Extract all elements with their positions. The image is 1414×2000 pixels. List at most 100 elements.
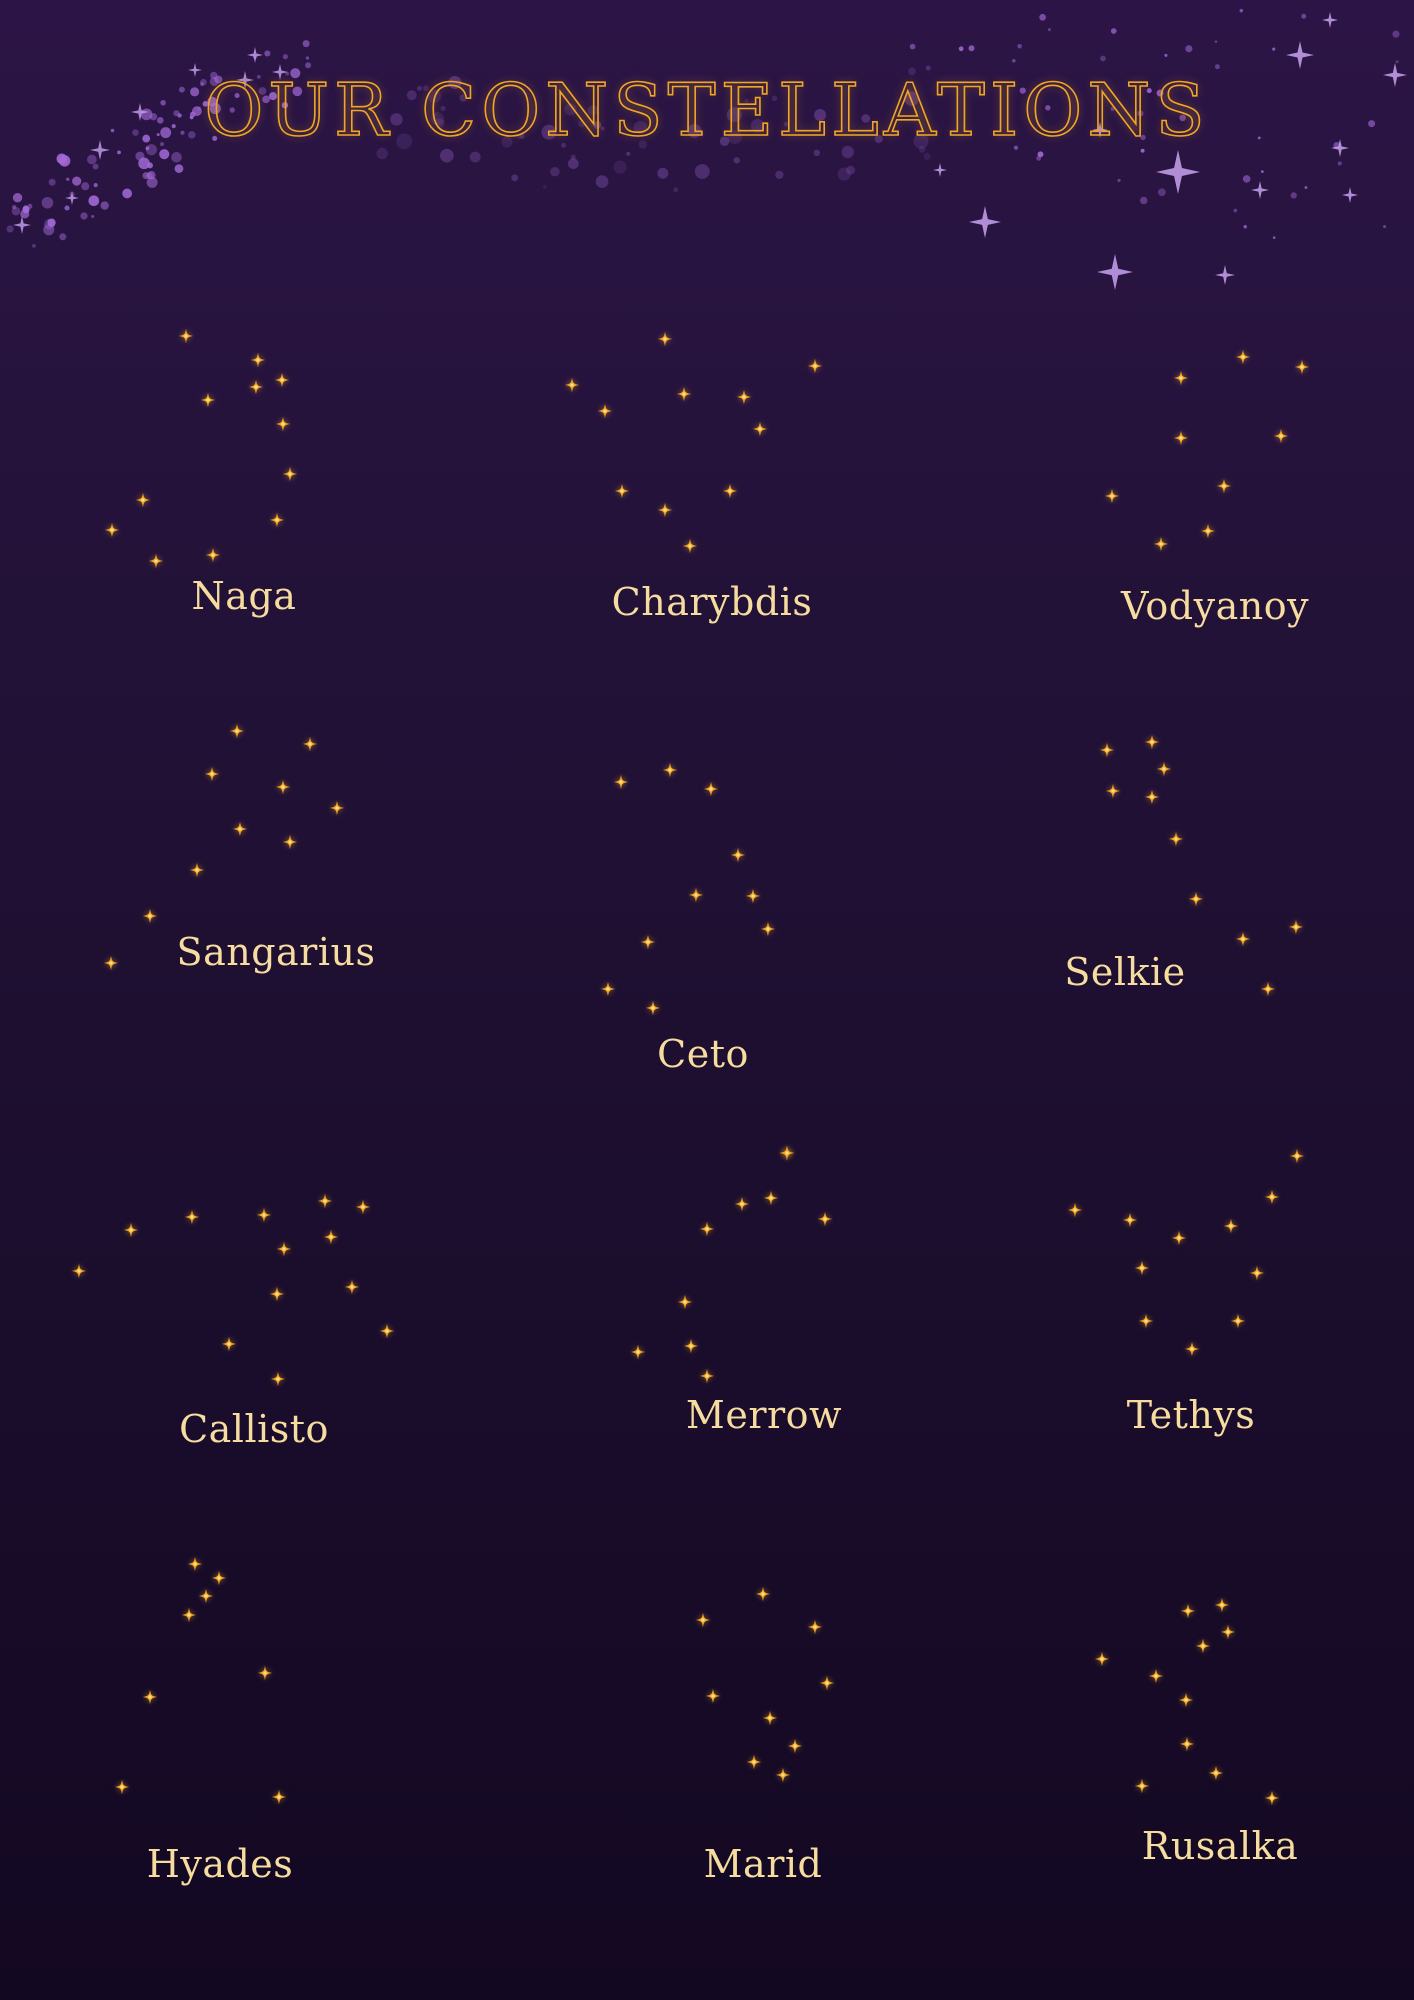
- constellation-star: [1289, 1148, 1305, 1164]
- constellation-star: [817, 1211, 833, 1227]
- decor-dot: [282, 54, 288, 60]
- constellation-star: [1099, 742, 1115, 758]
- decor-dot: [41, 196, 54, 209]
- constellation-star: [1273, 428, 1289, 444]
- constellation-star: [257, 1665, 273, 1681]
- constellation-star: [1294, 359, 1310, 375]
- constellation-star: [221, 1336, 237, 1352]
- constellation-star: [760, 921, 776, 937]
- decor-dot: [147, 171, 156, 180]
- constellation-label: Sangarius: [176, 930, 376, 974]
- decor-dot: [1337, 161, 1342, 166]
- decor-sparkle: [1251, 181, 1269, 199]
- constellation-star: [189, 862, 205, 878]
- constellation-star: [274, 372, 290, 388]
- decor-dot: [6, 225, 14, 233]
- constellation-star: [614, 483, 630, 499]
- decor-dot: [1272, 47, 1276, 51]
- constellation-star: [819, 1675, 835, 1691]
- decor-dot: [626, 151, 631, 156]
- constellation-star: [1235, 349, 1251, 365]
- constellation-star: [148, 553, 164, 569]
- constellation-star: [269, 1286, 285, 1302]
- decor-dot: [60, 159, 65, 164]
- constellation-star: [1144, 789, 1160, 805]
- decor-dot: [12, 193, 23, 203]
- constellation-star: [282, 466, 298, 482]
- decor-dot: [1243, 225, 1247, 229]
- constellation-star: [317, 1193, 333, 1209]
- decor-sparkle: [1342, 187, 1358, 203]
- constellation-star: [142, 1689, 158, 1705]
- decor-dot: [20, 209, 30, 219]
- constellation-star: [688, 887, 704, 903]
- constellation-star: [640, 934, 656, 950]
- decor-dot: [1233, 208, 1238, 213]
- constellation-star: [1094, 1651, 1110, 1667]
- decor-dot: [1214, 40, 1218, 43]
- constellation-star: [302, 736, 318, 752]
- decor-dot: [93, 182, 98, 188]
- decor-dot: [146, 162, 153, 169]
- constellation-star: [736, 389, 752, 405]
- constellation-star: [1153, 536, 1169, 552]
- constellation-star: [323, 1229, 339, 1245]
- decor-dot: [694, 164, 710, 179]
- constellation-star: [613, 774, 629, 790]
- page-title: OUR CONSTELLATIONS: [204, 67, 1210, 153]
- constellation-label: Rusalka: [1141, 1824, 1299, 1868]
- constellation-star: [699, 1221, 715, 1237]
- decor-dot: [1157, 188, 1166, 197]
- constellation-star: [142, 908, 158, 924]
- constellation-label: Merrow: [685, 1393, 843, 1437]
- decor-sparkle: [247, 47, 263, 63]
- constellation-star: [114, 1779, 130, 1795]
- constellation-star: [275, 779, 291, 795]
- decor-dot: [48, 178, 56, 186]
- constellation-star: [657, 331, 673, 347]
- decor-dot: [613, 160, 627, 174]
- decor-dot: [1304, 186, 1308, 190]
- constellation-star: [763, 1190, 779, 1206]
- decor-dot: [58, 155, 71, 167]
- constellation-star: [1067, 1202, 1083, 1218]
- constellation-star: [1195, 1638, 1211, 1654]
- decor-dot: [252, 54, 258, 60]
- decor-dot: [64, 205, 70, 211]
- decor-dot: [542, 184, 547, 189]
- constellation-star: [1220, 1624, 1236, 1640]
- decor-dot: [568, 158, 579, 170]
- decor-dot: [550, 167, 560, 177]
- decor-sparkle: [933, 163, 947, 177]
- constellation-star: [1134, 1260, 1150, 1276]
- decor-dot: [87, 154, 97, 165]
- constellation-star: [1134, 1778, 1150, 1794]
- decor-dot: [1272, 236, 1276, 239]
- decor-dot: [1164, 53, 1168, 57]
- decor-dot: [145, 172, 153, 180]
- decor-dot: [673, 187, 679, 193]
- decor-dot: [22, 205, 29, 212]
- constellation-label: Naga: [191, 574, 297, 618]
- constellation-star: [1264, 1189, 1280, 1205]
- decor-dot: [1242, 175, 1251, 183]
- constellation-star: [746, 1754, 762, 1770]
- decor-dot: [91, 215, 95, 219]
- decor-dot: [1100, 55, 1106, 62]
- decor-dot: [305, 56, 310, 60]
- constellation-star: [71, 1263, 87, 1279]
- constellation-star: [104, 522, 120, 538]
- constellation-star: [787, 1738, 803, 1754]
- decor-dot: [27, 203, 33, 209]
- constellation-star: [1230, 1313, 1246, 1329]
- constellation-star: [564, 377, 580, 393]
- constellation-star: [1264, 1790, 1280, 1806]
- constellation-star: [1180, 1603, 1196, 1619]
- decor-sparkle: [1286, 41, 1314, 69]
- constellation-star: [211, 1570, 227, 1586]
- constellation-star: [1171, 1230, 1187, 1246]
- decor-dot: [92, 163, 99, 170]
- decor-dot: [923, 152, 931, 160]
- constellation-star: [123, 1222, 139, 1238]
- constellation-label: Callisto: [179, 1407, 329, 1451]
